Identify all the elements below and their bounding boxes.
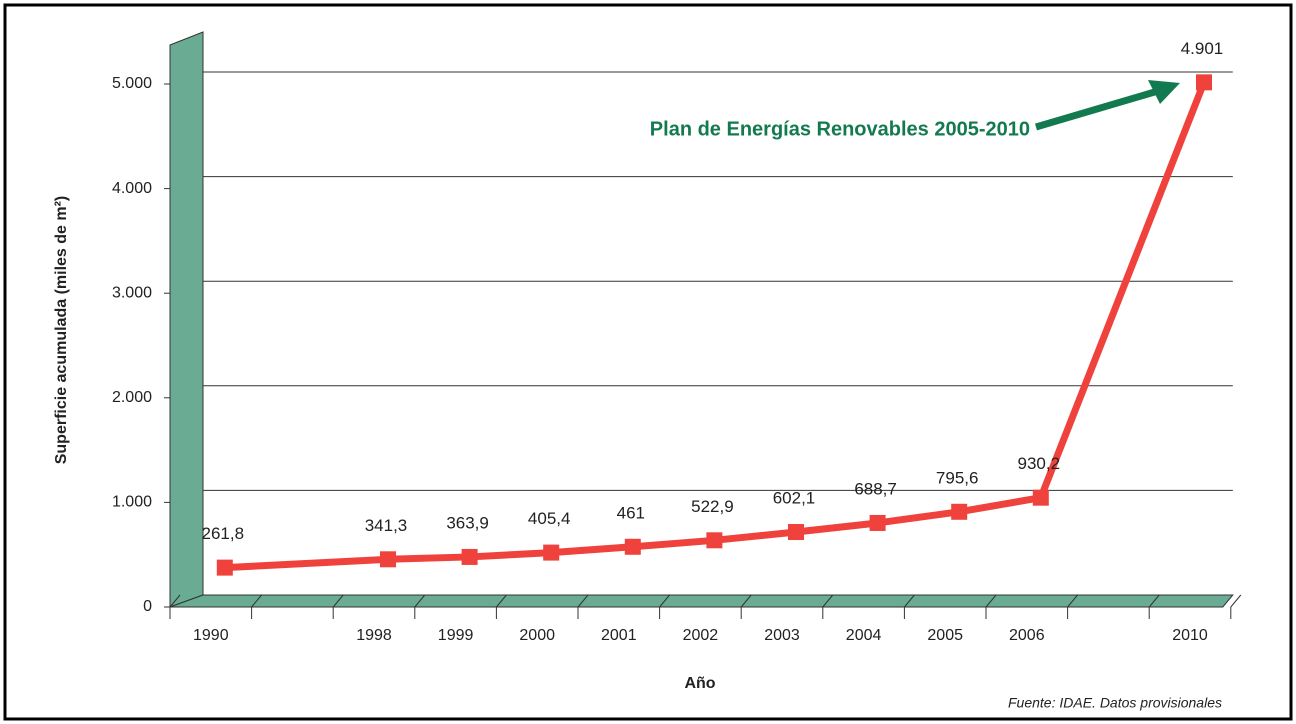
marker [1032, 489, 1049, 506]
floor-divider [985, 594, 997, 608]
side-wall [169, 31, 204, 608]
line-segment [874, 508, 963, 527]
y-axis-label: Superficie acumulada (miles de m²) [53, 196, 70, 465]
marker [706, 532, 723, 549]
y-tick-label: 0 [143, 598, 152, 615]
marker [461, 548, 478, 565]
data-label: 930,2 [1018, 454, 1061, 473]
data-label: 363,9 [446, 513, 489, 532]
data-label: 261,8 [202, 524, 245, 543]
marker [216, 559, 233, 576]
line-segment [955, 494, 1045, 516]
marker [380, 551, 396, 568]
data-label: 4.901 [1181, 39, 1224, 58]
marker [951, 503, 968, 520]
data-label: 461 [617, 503, 645, 522]
floor-divider [659, 594, 670, 608]
floor-divider [496, 594, 507, 608]
floor-divider [1230, 594, 1242, 608]
x-tick-label: 2001 [601, 627, 637, 644]
x-tick-label: 2004 [846, 627, 882, 644]
floor-divider [414, 594, 426, 608]
marker [788, 524, 804, 541]
data-label: 405,4 [528, 509, 571, 528]
x-tick-label: 2006 [1009, 627, 1045, 644]
line-segment [221, 555, 392, 572]
data-label: 522,9 [691, 497, 734, 516]
marker [869, 514, 886, 531]
line-segment [792, 519, 882, 536]
floor-divider [577, 594, 589, 608]
data-label: 341,3 [365, 516, 408, 535]
line-segment [384, 553, 474, 563]
x-tick-label: 2003 [764, 627, 800, 644]
marker [543, 544, 560, 561]
marker [624, 538, 641, 555]
annotation: Plan de Energías Renovables 2005-2010 [650, 118, 1030, 140]
floor-divider [822, 594, 834, 608]
floor-divider [904, 594, 915, 608]
line-segment [710, 528, 800, 544]
data-label: 688,7 [854, 479, 897, 498]
y-tick-label: 3.000 [112, 284, 152, 301]
x-tick-label: 2005 [927, 627, 963, 644]
floor-divider [1148, 594, 1160, 608]
floor-divider [332, 594, 344, 608]
y-tick-label: 4.000 [112, 180, 152, 197]
y-tick-label: 5.000 [112, 75, 152, 92]
x-tick-label: 1999 [438, 627, 474, 644]
data-label: 602,1 [773, 489, 816, 508]
arrow-shaft [1035, 87, 1159, 131]
x-tick-label: 2002 [683, 627, 719, 644]
line-segment [1037, 78, 1208, 502]
floor-divider [169, 594, 181, 608]
x-tick-label: 1998 [356, 627, 392, 644]
floor [169, 594, 1234, 608]
x-tick-label: 2010 [1172, 627, 1208, 644]
floor-divider [1067, 594, 1078, 608]
line-segment [547, 543, 637, 557]
y-tick-label: 2.000 [112, 389, 152, 406]
walls [169, 31, 1234, 608]
line-segment [466, 549, 555, 561]
marker [1196, 74, 1212, 91]
floor-divider [251, 594, 262, 608]
x-tick-label: 1990 [193, 627, 229, 644]
annotation-arrow [1035, 80, 1180, 131]
line-segment [629, 536, 718, 551]
data-label: 795,6 [936, 468, 979, 487]
x-tick-label: 2000 [519, 627, 555, 644]
x-axis-label: Año [684, 675, 715, 692]
arrow-head [1148, 80, 1180, 104]
y-tick-label: 1.000 [112, 494, 152, 511]
source: Fuente: IDAE. Datos provisionales [1008, 695, 1222, 711]
floor-divider [740, 594, 752, 608]
